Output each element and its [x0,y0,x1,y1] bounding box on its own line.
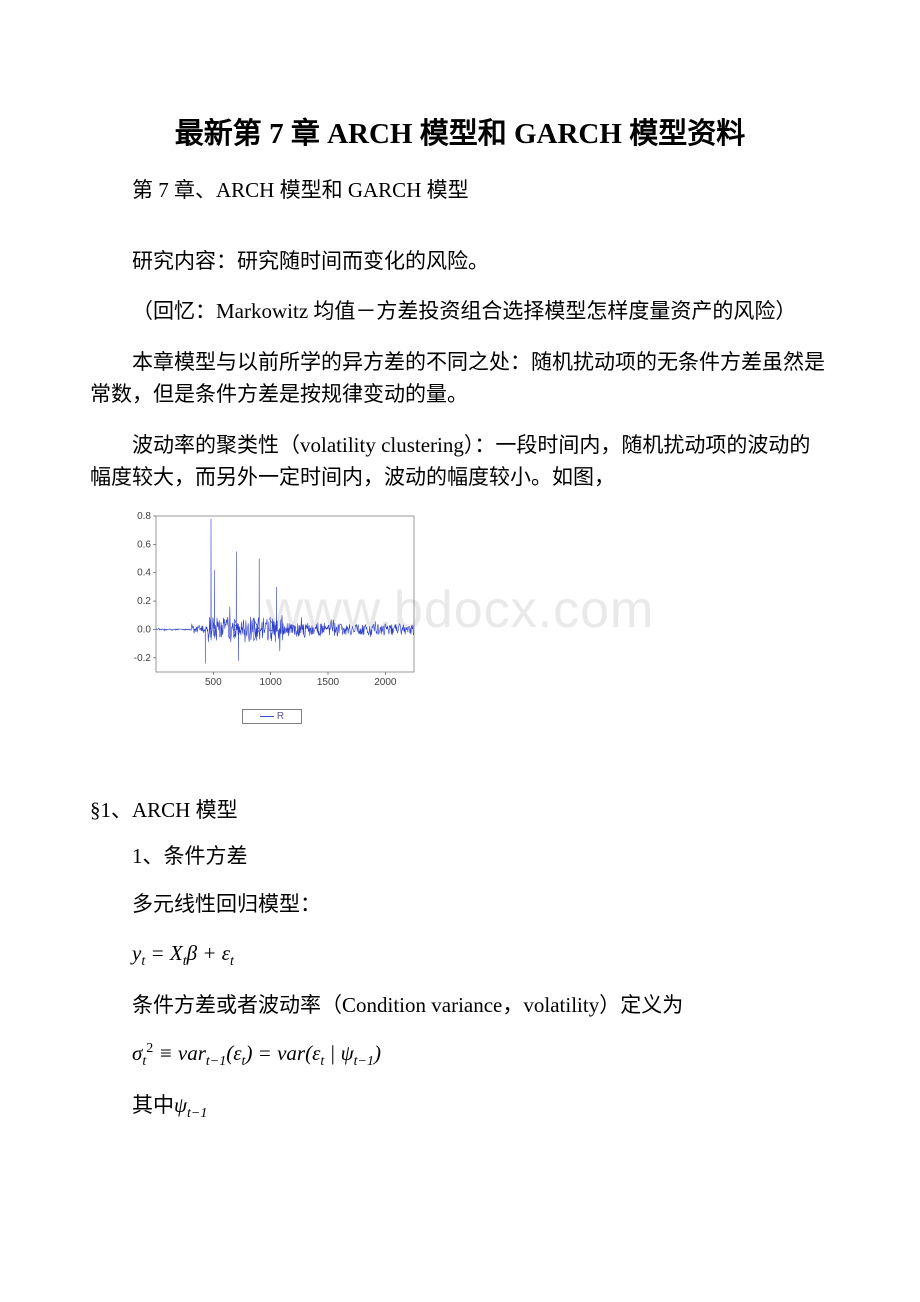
volatility-chart: -0.2 0.0 0.2 0.4 0.6 0.8 500 1000 1500 2000 R [122,500,830,724]
title-part: ARCH [327,118,420,150]
title-part: 7 [269,118,291,150]
chart-legend: R [242,709,302,724]
legend-label: R [277,711,284,722]
formula-inline: ψt−1 [174,1093,207,1117]
svg-text:0.8: 0.8 [137,511,151,522]
subsection-heading: 1、条件方差 [90,840,830,873]
svg-text:-0.2: -0.2 [134,653,152,664]
body-paragraph: 研究内容：研究随时间而变化的风险。 [90,245,830,278]
legend-line-icon [260,716,274,717]
svg-text:500: 500 [205,677,222,688]
title-part: GARCH [514,118,629,150]
text-fragment: 其中 [132,1093,174,1117]
chart-svg: -0.2 0.0 0.2 0.4 0.6 0.8 500 1000 1500 2000 [122,500,422,700]
page-title: 最新第 7 章 ARCH 模型和 GARCH 模型资料 [90,110,830,152]
formula: yt = Xtβ + εt [90,937,830,973]
svg-text:1500: 1500 [317,677,340,688]
title-part: 最新第 [175,118,269,150]
svg-text:0.0: 0.0 [137,624,151,635]
svg-text:1000: 1000 [260,677,283,688]
title-part: 模型和 [420,118,514,150]
body-paragraph: （回忆：Markowitz 均值－方差投资组合选择模型怎样度量资产的风险） [90,295,830,328]
svg-text:2000: 2000 [374,677,397,688]
body-paragraph: 波动率的聚类性（volatility clustering）：一段时间内，随机扰… [90,429,830,494]
formula: σt2 ≡ vart−1(εt) = var(εt | ψt−1) [90,1037,830,1073]
svg-text:0.4: 0.4 [137,568,151,579]
svg-text:0.2: 0.2 [137,596,151,607]
title-part: 模型资料 [629,118,745,150]
body-text: 其中ψt−1 [90,1089,830,1125]
chapter-line: 第 7 章、ARCH 模型和 GARCH 模型 [90,174,830,207]
svg-text:0.6: 0.6 [137,539,151,550]
body-text: 多元线性回归模型： [90,888,830,921]
section-heading: §1、ARCH 模型 [90,794,830,824]
title-part: 章 [291,118,327,150]
body-text: 条件方差或者波动率（Condition variance，volatility）… [90,989,830,1022]
body-paragraph: 本章模型与以前所学的异方差的不同之处：随机扰动项的无条件方差虽然是常数，但是条件… [90,346,830,411]
